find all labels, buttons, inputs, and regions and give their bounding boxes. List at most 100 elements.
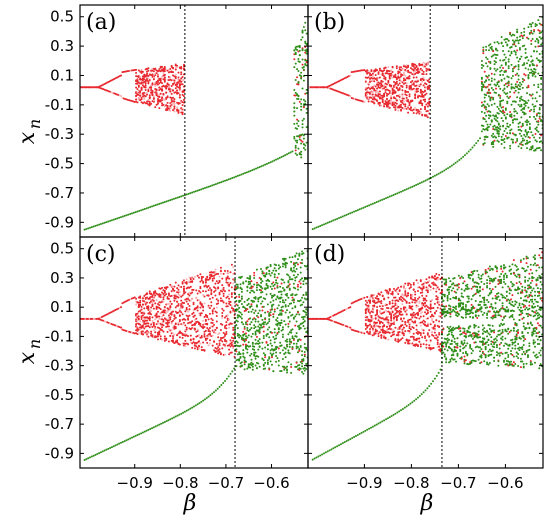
point: [286, 343, 289, 346]
point: [301, 370, 304, 373]
point: [479, 137, 482, 140]
point: [486, 123, 489, 126]
point: [207, 344, 210, 347]
point: [291, 328, 294, 331]
point: [181, 109, 184, 112]
point: [161, 96, 164, 99]
point: [229, 281, 232, 284]
point: [516, 80, 519, 83]
point: [309, 317, 312, 320]
point: [178, 320, 181, 323]
point: [520, 109, 523, 112]
point: [509, 54, 512, 57]
point: [535, 126, 538, 129]
point: [388, 311, 391, 314]
ytick-label: 0.3: [50, 269, 74, 287]
point: [500, 135, 503, 138]
point: [123, 440, 126, 443]
point: [492, 88, 495, 91]
point: [195, 345, 198, 348]
point: [246, 304, 249, 307]
point: [152, 99, 155, 102]
point: [238, 358, 241, 361]
point: [291, 270, 294, 273]
point: [315, 86, 318, 89]
point: [207, 395, 210, 398]
point: [189, 407, 192, 410]
point: [388, 416, 391, 419]
point: [324, 451, 327, 454]
point: [426, 63, 429, 66]
point: [516, 31, 519, 34]
point: [152, 321, 155, 324]
point: [516, 49, 519, 52]
point: [305, 311, 308, 314]
panel-plot-area: [80, 250, 308, 462]
point: [177, 76, 180, 79]
point: [535, 140, 538, 143]
point: [181, 323, 184, 326]
point: [280, 313, 283, 316]
point: [158, 307, 161, 310]
point: [487, 44, 490, 47]
point: [198, 276, 201, 279]
point: [500, 143, 503, 146]
point: [523, 79, 526, 82]
point: [254, 357, 257, 360]
point: [421, 93, 424, 96]
point: [261, 357, 264, 360]
point: [531, 97, 534, 100]
point: [107, 220, 110, 223]
point: [96, 452, 99, 455]
point: [298, 347, 301, 350]
point: [211, 325, 214, 328]
point: [203, 333, 206, 336]
point: [301, 119, 304, 122]
point: [254, 318, 257, 321]
point: [253, 283, 256, 286]
point: [207, 278, 210, 281]
point: [239, 334, 242, 337]
point: [150, 313, 153, 316]
point: [286, 345, 289, 348]
point: [534, 97, 537, 100]
point: [374, 74, 377, 77]
point: [398, 191, 401, 194]
point: [152, 307, 155, 310]
point: [394, 101, 397, 104]
point: [520, 116, 523, 119]
point: [405, 84, 408, 87]
point: [203, 334, 206, 337]
point: [526, 133, 529, 136]
point: [422, 70, 425, 73]
point: [540, 134, 543, 137]
point: [518, 85, 521, 88]
point: [283, 346, 286, 349]
point: [297, 58, 300, 61]
point: [528, 116, 531, 119]
point: [155, 88, 158, 91]
point: [214, 328, 217, 331]
point: [485, 48, 488, 51]
point: [242, 349, 245, 352]
point: [281, 328, 284, 331]
point: [395, 86, 398, 89]
point: [206, 276, 209, 279]
point: [147, 428, 150, 431]
point: [298, 349, 301, 352]
point: [181, 75, 184, 78]
point: [288, 343, 291, 346]
point: [236, 283, 239, 286]
point: [504, 56, 507, 59]
point: [225, 340, 228, 343]
point: [143, 327, 146, 330]
point: [495, 61, 497, 64]
point: [345, 213, 348, 216]
point: [273, 283, 276, 286]
point: [409, 107, 412, 110]
point: [222, 286, 225, 289]
point: [480, 59, 483, 62]
point: [538, 136, 541, 139]
point: [377, 200, 380, 203]
point: [373, 201, 376, 204]
